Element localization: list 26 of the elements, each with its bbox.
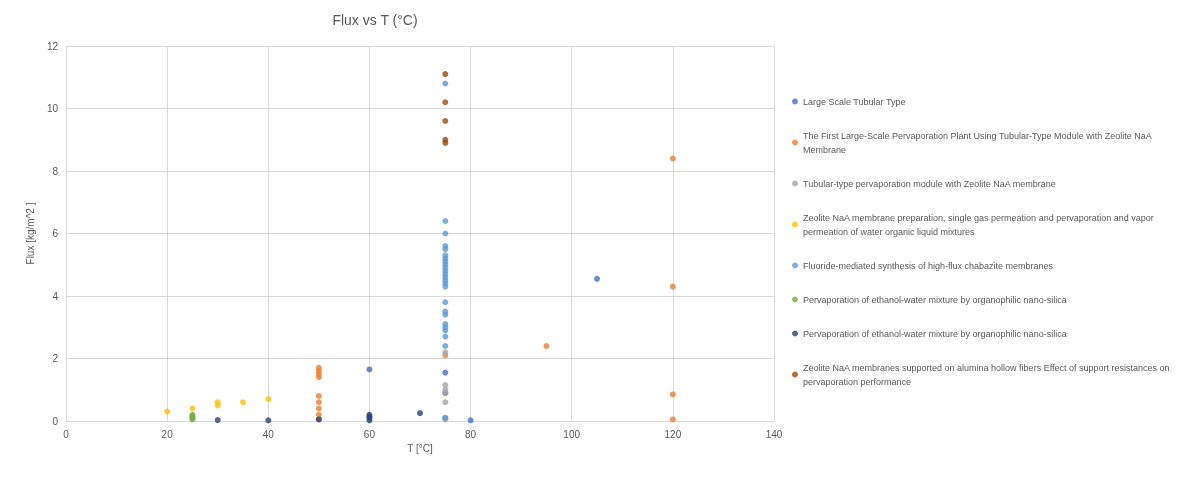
x-tick-label: 0: [63, 428, 70, 440]
y-tick-label: 8: [52, 165, 59, 177]
x-tick-label: 40: [262, 428, 275, 440]
chart-title: Flux vs T (°C): [332, 12, 418, 28]
y-tick-label: 12: [46, 40, 59, 52]
legend-label: Pervaporation of ethanol-water mixture by organophilic nano-silica: [803, 294, 1067, 305]
x-tick-label: 120: [664, 428, 682, 440]
legend-label: Tubular-type pervaporation module with Zeolite NaA membrane: [803, 178, 1056, 189]
x-tick-label: 20: [161, 428, 174, 440]
x-axis-title: T [°C]: [407, 443, 433, 455]
y-axis-title: Flux [kg/m^2 ]: [25, 202, 37, 265]
legend-label: Zeolite NaA membranes supported on alumina hollow fibers Effect of support resistances on pervaporation performance: [803, 362, 1173, 387]
y-tick-label: 0: [52, 415, 59, 427]
y-tick-label: 10: [46, 103, 59, 114]
y-tick-label: 2: [52, 353, 59, 364]
legend-label: Zeolite NaA membrane preparation, single gas permeation and pervaporation and vapor permeation of water organic liquid mixtures: [803, 212, 1157, 237]
legend-label: Pervaporation of ethanol-water mixture by organophilic nano-silica: [803, 328, 1067, 339]
x-tick-label: 140: [765, 428, 783, 440]
legend-label: The First Large-Scale Pervaporation Plant Using Tubular-Type Module with Zeolite NaA Membrane: [803, 130, 1154, 155]
x-tick-label: 100: [563, 428, 581, 440]
legend-label: Large Scale Tubular Type: [803, 96, 906, 107]
x-tick-label: 80: [465, 428, 477, 440]
y-tick-label: 6: [52, 228, 59, 239]
y-tick-label: 4: [52, 290, 59, 302]
legend-label: Fluoride-mediated synthesis of high-flux chabazite membranes: [803, 260, 1054, 271]
x-tick-label: 60: [363, 428, 376, 440]
